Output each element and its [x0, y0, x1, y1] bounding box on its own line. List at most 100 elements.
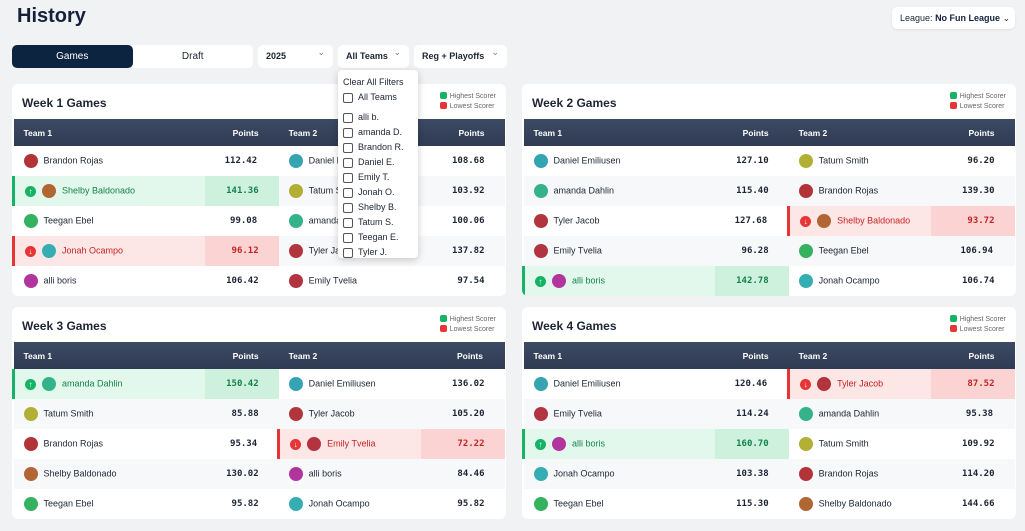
dropdown-option[interactable]: amanda D. — [343, 125, 413, 140]
score-icon: ↓ — [290, 438, 302, 450]
legend-swatch — [439, 102, 447, 109]
filter[interactable]: 2025 — [258, 41, 333, 68]
score-icon: ↑ — [25, 185, 36, 197]
week-card: Week 2 Games Highest Scorer Lowest Scorer T… — [522, 84, 1016, 296]
filter[interactable]: Reg + Playoffs — [414, 41, 507, 68]
points: 108.68 — [451, 156, 485, 166]
legend-item: Lowest Scorer — [949, 102, 1006, 112]
option-label: Tyler J. — [358, 247, 388, 257]
checkbox — [343, 187, 353, 198]
points: 130.02 — [204, 459, 279, 489]
points: 84.46 — [421, 459, 505, 489]
team-avatar — [23, 437, 38, 451]
dropdown-option[interactable]: Tatum S. — [343, 215, 413, 230]
header-row: Team 1 Points Team 2 Points — [523, 342, 1015, 369]
team-avatar — [288, 184, 303, 198]
team-avatar — [798, 274, 813, 288]
team-avatar — [288, 407, 303, 421]
points: 105.20 — [421, 399, 505, 429]
team-name: Tatum Smith — [818, 438, 869, 449]
team-name: Tyler Jacob — [308, 408, 355, 419]
points: 112.42 — [224, 156, 258, 166]
team-avatar — [552, 274, 566, 288]
team-avatar — [533, 407, 548, 421]
team-cell: ↑ alli boris — [522, 429, 715, 459]
team-cell: Jonah Ocampo — [523, 459, 715, 489]
score-icon: ↓ — [800, 378, 812, 390]
team-name: Shelby Baldonado — [837, 215, 911, 226]
clear-filters[interactable]: Clear All Filters — [343, 77, 404, 87]
dropdown-option[interactable]: alli b. — [343, 110, 413, 125]
dropdown-option[interactable]: Daniel E. — [343, 155, 413, 170]
dropdown-option[interactable]: Brandon R. — [343, 140, 413, 155]
column-header: Team 1 — [523, 119, 715, 146]
dropdown-option[interactable]: Jonah O. — [343, 185, 413, 200]
filter[interactable]: All Teams — [338, 41, 409, 68]
column-header: Points — [204, 119, 279, 146]
team-name: Tyler Jacob — [837, 378, 884, 389]
game-row: amanda Dahlin 115.40 Brandon Rojas 139.30 — [523, 176, 1015, 206]
team-cell: ↓ Shelby Baldonado — [787, 206, 931, 236]
team-name: Teegan Ebel — [43, 498, 94, 509]
points: 95.38 — [931, 399, 1015, 429]
dropdown-option[interactable]: Tyler J. — [343, 245, 413, 260]
option-label: All Teams — [358, 92, 397, 102]
team-cell: ↑ alli boris — [522, 266, 715, 296]
legend-item: Highest Scorer — [439, 315, 496, 325]
team-cell: Tatum Smith — [789, 146, 931, 176]
dropdown-option[interactable]: Shelby B. — [343, 200, 413, 215]
team-name: Jonah Ocampo — [818, 275, 880, 286]
game-row: Daniel Emiliusen 120.46 ↓ Tyler Jacob 87.52 — [524, 369, 1015, 399]
points: 97.54 — [457, 276, 485, 286]
game-row: Daniel Emiliusen 127.10 Tatum Smith 96.20 — [524, 146, 1015, 176]
dropdown-option[interactable]: Teegan E. — [343, 230, 413, 245]
score-icon: ↑ — [535, 275, 546, 287]
team-avatar — [533, 184, 548, 198]
legend-swatch — [949, 102, 957, 109]
legend: Highest Scorer Lowest Scorer — [949, 315, 1006, 335]
option-label: Tatum S. — [358, 217, 394, 227]
team-avatar — [42, 244, 56, 258]
team-name: Brandon Rojas — [43, 155, 104, 166]
dropdown-option[interactable]: Emily T. — [343, 170, 413, 185]
points: 95.82 — [457, 499, 485, 509]
option-label: Daniel E. — [358, 157, 395, 167]
team-cell: Emily Tvelia — [279, 266, 421, 296]
team-avatar — [288, 467, 303, 481]
team-avatar — [42, 184, 56, 198]
team-name: alli boris — [308, 468, 342, 479]
legend: Highest Scorer Lowest Scorer — [439, 315, 496, 335]
column-header: Points — [714, 119, 789, 146]
tab[interactable]: Games — [12, 45, 133, 68]
tab[interactable]: Draft — [181, 51, 204, 62]
team-cell: ↑ Shelby Baldonado — [12, 176, 205, 206]
points: 160.70 — [714, 429, 789, 459]
legend-swatch — [949, 315, 957, 322]
team-avatar — [798, 154, 813, 168]
legend-item: Highest Scorer — [949, 315, 1006, 325]
option-label: Teegan E. — [358, 232, 399, 242]
column-header: Team 2 — [788, 342, 931, 369]
legend-label: Lowest Scorer — [959, 326, 1005, 333]
points: 115.30 — [736, 499, 769, 509]
checkbox — [343, 202, 353, 213]
team-avatar — [288, 377, 303, 391]
column-header: Team 1 — [523, 342, 715, 369]
team-avatar — [533, 467, 548, 481]
team-cell: Brandon Rojas — [788, 176, 931, 206]
game-row: Tatum Smith 85.88 Tyler Jacob 105.20 — [13, 399, 505, 429]
checkbox — [343, 157, 353, 168]
checkbox — [343, 92, 353, 103]
option-label: Emily T. — [358, 172, 390, 182]
team-cell: ↓ Jonah Ocampo — [12, 236, 205, 266]
column-header: Points — [421, 119, 505, 146]
team-name: Jonah Ocampo — [308, 498, 370, 509]
league-selector[interactable]: League: No Fun League ⌄ — [892, 7, 1015, 29]
points: 114.24 — [714, 399, 789, 429]
points: 109.92 — [961, 439, 995, 449]
team-avatar — [288, 274, 303, 288]
dropdown-option[interactable]: All Teams — [343, 90, 413, 105]
team-avatar — [23, 154, 38, 168]
legend-swatch — [949, 92, 957, 99]
team-avatar — [288, 214, 303, 228]
